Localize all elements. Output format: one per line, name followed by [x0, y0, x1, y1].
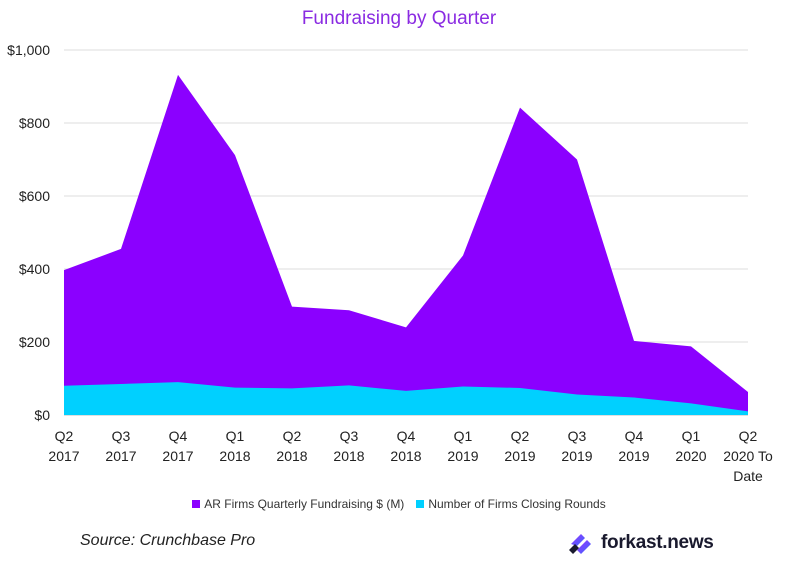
y-tick-label: $400 [19, 261, 50, 277]
y-tick-label: $1,000 [7, 42, 50, 58]
legend-label-fundraising: AR Firms Quarterly Fundraising $ (M) [204, 497, 405, 511]
legend: AR Firms Quarterly Fundraising $ (M) Num… [0, 497, 798, 511]
x-tick-label: Q1 2020 [675, 428, 706, 464]
brand-prefix: forkast [601, 532, 663, 553]
x-tick-label: Q3 2018 [333, 428, 364, 464]
x-tick-label: Q2 2020 To Date [723, 428, 773, 484]
forkast-logo-icon [569, 534, 591, 554]
y-axis: $0 $200 $400 $600 $800 $1,000 [7, 42, 50, 423]
source-note: Source: Crunchbase Pro [80, 532, 256, 549]
x-tick-label: Q2 2017 [48, 428, 79, 464]
brand-logo: forkast.news [567, 530, 714, 556]
x-tick-label: Q4 2018 [390, 428, 421, 464]
x-tick-label: Q3 2019 [561, 428, 592, 464]
x-tick-label: Q1 2018 [219, 428, 250, 464]
y-tick-label: $200 [19, 334, 50, 350]
x-tick-label: Q3 2017 [105, 428, 136, 464]
legend-swatch-firms [416, 500, 425, 508]
x-tick-label: Q2 2019 [504, 428, 535, 464]
legend-label-firms: Number of Firms Closing Rounds [428, 497, 606, 511]
y-tick-label: $0 [34, 407, 50, 423]
legend-item-firms: Number of Firms Closing Rounds [416, 497, 606, 511]
area-series-fundraising [64, 74, 748, 415]
x-tick-label: Q4 2017 [162, 428, 193, 464]
legend-item-fundraising: AR Firms Quarterly Fundraising $ (M) [192, 497, 404, 511]
area-series-firms [64, 382, 748, 415]
x-tick-label: Q2 2018 [276, 428, 307, 464]
x-tick-label: Q4 2019 [618, 428, 649, 464]
brand-name: forkast.news [601, 532, 714, 554]
x-axis: Q2 2017 Q3 2017 Q4 2017 Q1 2018 Q2 2018 Q3 2018 Q4 20… [48, 428, 773, 484]
brand-suffix: .news [662, 532, 714, 553]
chart-areas [64, 74, 748, 415]
legend-swatch-fundraising [192, 500, 201, 508]
y-tick-label: $600 [19, 188, 50, 204]
chart-title: Fundraising by Quarter [301, 8, 497, 29]
y-tick-label: $800 [19, 115, 50, 131]
x-tick-label: Q1 2019 [447, 428, 478, 464]
